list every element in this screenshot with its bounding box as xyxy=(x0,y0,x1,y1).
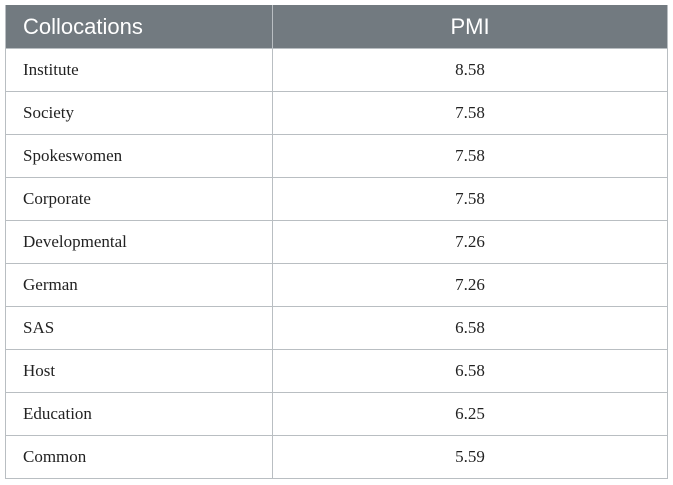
pmi-cell: 6.58 xyxy=(272,349,668,393)
collocations-pmi-table: Collocations PMI Institute 8.58 Society … xyxy=(5,5,668,479)
table-row: German 7.26 xyxy=(5,263,668,307)
table-header: Collocations PMI xyxy=(5,5,668,49)
collocation-cell: SAS xyxy=(5,306,273,350)
collocation-cell: Spokeswomen xyxy=(5,134,273,178)
pmi-cell: 6.25 xyxy=(272,392,668,436)
pmi-cell: 7.58 xyxy=(272,91,668,135)
table-row: Host 6.58 xyxy=(5,349,668,393)
collocation-cell: German xyxy=(5,263,273,307)
table-row: Society 7.58 xyxy=(5,91,668,135)
header-collocations: Collocations xyxy=(5,5,273,49)
collocation-cell: Society xyxy=(5,91,273,135)
table-row: Developmental 7.26 xyxy=(5,220,668,264)
pmi-cell: 7.26 xyxy=(272,220,668,264)
table-row: Common 5.59 xyxy=(5,435,668,479)
pmi-cell: 6.58 xyxy=(272,306,668,350)
collocation-cell: Common xyxy=(5,435,273,479)
header-pmi: PMI xyxy=(272,5,668,49)
collocations-table-container: Collocations PMI Institute 8.58 Society … xyxy=(5,5,668,479)
table-row: Spokeswomen 7.58 xyxy=(5,134,668,178)
collocation-cell: Corporate xyxy=(5,177,273,221)
pmi-cell: 5.59 xyxy=(272,435,668,479)
collocation-cell: Host xyxy=(5,349,273,393)
collocation-cell: Education xyxy=(5,392,273,436)
table-row: Education 6.25 xyxy=(5,392,668,436)
collocation-cell: Developmental xyxy=(5,220,273,264)
table-row: SAS 6.58 xyxy=(5,306,668,350)
table-row: Corporate 7.58 xyxy=(5,177,668,221)
collocation-cell: Institute xyxy=(5,48,273,92)
table-row: Institute 8.58 xyxy=(5,48,668,92)
pmi-cell: 7.58 xyxy=(272,134,668,178)
pmi-cell: 7.58 xyxy=(272,177,668,221)
pmi-cell: 7.26 xyxy=(272,263,668,307)
header-row: Collocations PMI xyxy=(5,5,668,49)
pmi-cell: 8.58 xyxy=(272,48,668,92)
table-body: Institute 8.58 Society 7.58 Spokeswomen … xyxy=(5,48,668,479)
